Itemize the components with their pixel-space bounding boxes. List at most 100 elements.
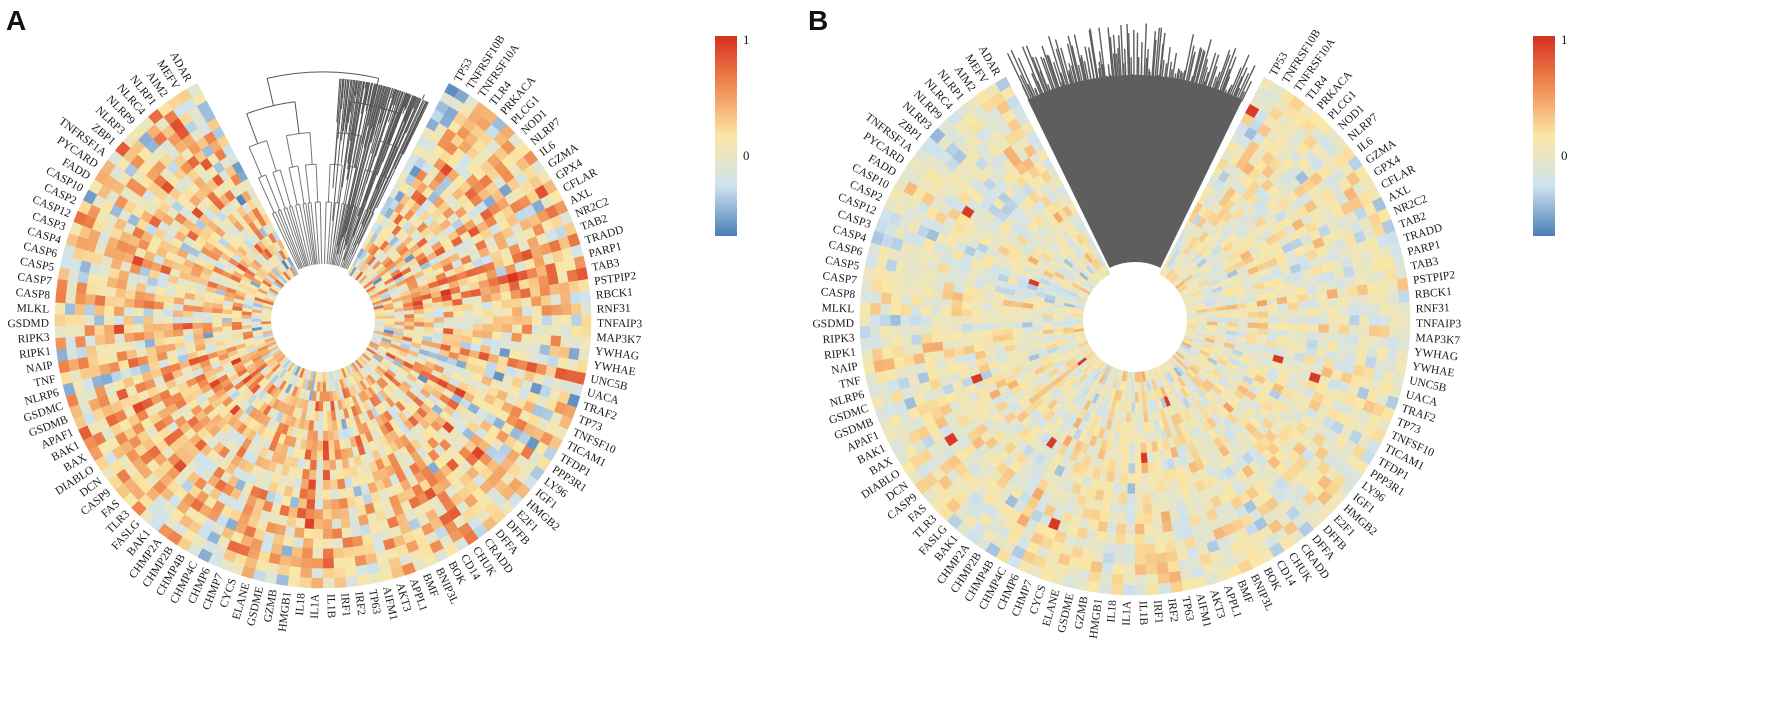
heatmap-cell: [1134, 483, 1143, 494]
heatmap-cell: [467, 206, 481, 220]
heatmap-cell: [1044, 339, 1056, 347]
heatmap-cell: [163, 330, 174, 338]
heatmap-cell: [410, 177, 423, 190]
heatmap-cell: [256, 519, 269, 532]
heatmap-cell: [432, 332, 444, 339]
heatmap-cell: [1062, 326, 1074, 332]
heatmap-cell: [1073, 406, 1084, 418]
heatmap-cell: [217, 279, 229, 288]
heatmap-cell: [346, 375, 354, 387]
heatmap-cell: [1285, 287, 1297, 297]
heatmap-cell: [1170, 356, 1180, 366]
heatmap-cell: [322, 519, 333, 530]
heatmap-cell: [1305, 380, 1319, 392]
heatmap-cell: [1086, 487, 1097, 500]
heatmap-cell: [253, 497, 266, 511]
heatmap-cell: [1106, 470, 1115, 483]
heatmap-cell: [140, 258, 154, 270]
heatmap-cell: [1043, 395, 1055, 407]
heatmap-cell: [226, 415, 239, 427]
heatmap-cell: [402, 466, 415, 480]
heatmap-cell: [251, 421, 262, 433]
heatmap-cell: [478, 246, 491, 258]
heatmap-cell: [333, 567, 346, 579]
heatmap-cell: [146, 353, 159, 364]
heatmap-cell: [1306, 339, 1318, 349]
heatmap-cell: [1134, 564, 1147, 576]
heatmap-cell: [349, 516, 360, 528]
heatmap-cell: [74, 314, 85, 326]
dendrogram-branch: [304, 164, 311, 203]
heatmap-cell: [1009, 384, 1022, 396]
heatmap-cell: [1224, 366, 1237, 376]
dendrogram-branch: [375, 95, 414, 188]
heatmap-cell: [1238, 229, 1251, 241]
heatmap-cell: [221, 232, 233, 244]
heatmap-cell: [206, 374, 218, 384]
dendrogram-branch: [274, 211, 301, 269]
heatmap-cell: [246, 429, 257, 442]
heatmap-cell: [984, 348, 997, 358]
heatmap-cell: [1234, 340, 1246, 348]
heatmap-cell: [394, 356, 405, 365]
heatmap-cell: [1201, 248, 1212, 259]
heatmap-cell: [1064, 334, 1076, 341]
heatmap-cell: [237, 411, 249, 424]
heatmap-cell: [987, 423, 1001, 437]
heatmap-cell: [1241, 188, 1255, 201]
heatmap-cell: [250, 246, 261, 257]
heatmap-cell: [1141, 472, 1150, 484]
heatmap-cell: [1175, 497, 1186, 510]
heatmap-cell: [396, 491, 409, 505]
heatmap-cell: [356, 259, 365, 270]
heatmap-cell: [218, 434, 231, 447]
heatmap-cell: [251, 432, 262, 445]
heatmap-cell: [1207, 321, 1218, 326]
heatmap-cell: [130, 139, 146, 155]
heatmap-cell: [1052, 327, 1064, 333]
heatmap-cell: [205, 346, 217, 355]
heatmap-cell: [374, 352, 385, 361]
heatmap-cell: [566, 393, 581, 408]
dendrogram-arc: [272, 169, 281, 173]
heatmap-cell: [434, 246, 447, 257]
dendrogram-branch: [297, 165, 305, 204]
heatmap-cell: [492, 371, 505, 383]
heatmap-cell: [442, 333, 454, 341]
heatmap-cell: [1300, 118, 1317, 135]
heatmap-cell: [187, 181, 201, 195]
heatmap-cell: [371, 336, 382, 343]
heatmap-cell: [1139, 412, 1145, 423]
heatmap-cell: [1270, 270, 1283, 280]
heatmap-cell: [251, 326, 262, 332]
heatmap-cell: [1212, 289, 1225, 297]
heatmap-cell: [178, 206, 192, 219]
heatmap-cell: [457, 381, 470, 393]
heatmap-cell: [440, 344, 452, 352]
heatmap-cell: [1315, 348, 1327, 359]
heatmap-cell: [1337, 296, 1350, 307]
heatmap-cell: [349, 416, 357, 428]
heatmap-cell: [255, 271, 266, 280]
heatmap-cell: [1218, 432, 1230, 446]
dendrogram-branch: [340, 79, 352, 164]
heatmap-cell: [275, 400, 284, 412]
heatmap-cell: [1075, 370, 1086, 381]
heatmap-cell: [1095, 405, 1103, 417]
heatmap-cell: [1381, 219, 1396, 235]
heatmap-cell: [266, 429, 277, 441]
heatmap-cell: [1324, 386, 1338, 400]
heatmap-cell: [1001, 368, 1014, 379]
heatmap-cell: [457, 353, 470, 363]
heatmap-cell: [261, 426, 272, 439]
heatmap-cell: [281, 370, 290, 381]
heatmap-cell: [1107, 409, 1115, 421]
heatmap-cell: [100, 255, 114, 268]
heatmap-cell: [193, 175, 207, 190]
dendrogram-branch: [353, 96, 417, 247]
heatmap-cell: [212, 365, 224, 375]
heatmap-cell: [1082, 399, 1092, 412]
heatmap-cell: [514, 208, 528, 223]
heatmap-cell: [131, 500, 147, 517]
heatmap-cell: [484, 123, 501, 140]
